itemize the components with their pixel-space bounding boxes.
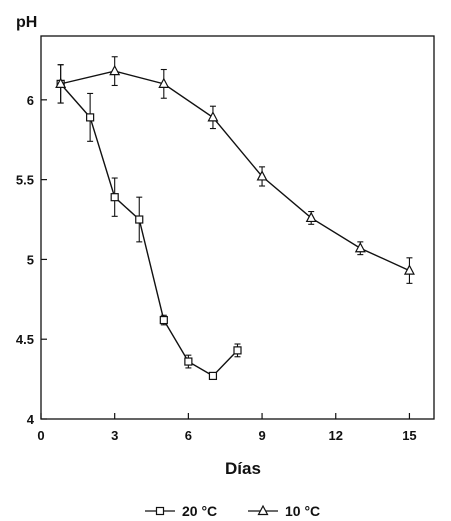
data-point: [158, 77, 170, 88]
data-point: [184, 357, 193, 366]
x-axis-label: Días: [225, 459, 261, 478]
axes: 0 3 6 9 12 15 4 4.5 5 5.5 6: [16, 93, 417, 443]
data-point: [159, 315, 168, 325]
data-point: [135, 215, 144, 224]
y-tick-label: 6: [27, 93, 34, 108]
series-layer: [55, 56, 415, 381]
y-tick-label: 5: [27, 252, 34, 267]
data-point: [354, 241, 366, 253]
data-point: [208, 371, 218, 381]
data-point: [403, 264, 415, 275]
legend-label: 10 °C: [285, 503, 320, 519]
legend-item: 20 °C: [145, 503, 217, 519]
data-point: [109, 64, 121, 76]
y-tick-label: 4.5: [16, 332, 34, 347]
x-tick-label: 9: [258, 428, 265, 443]
plot-frame: [40, 35, 435, 420]
legend-marker: [155, 506, 165, 516]
x-tick-label: 15: [402, 428, 416, 443]
data-point: [110, 193, 119, 202]
x-tick-label: 0: [37, 428, 44, 443]
legend-marker: [257, 504, 269, 516]
x-tick-label: 6: [185, 428, 192, 443]
series-line: [60, 83, 239, 377]
x-tick-label: 3: [111, 428, 118, 443]
legend-label: 20 °C: [182, 503, 217, 519]
data-point: [86, 113, 95, 122]
x-tick-label: 12: [329, 428, 343, 443]
series-line: [60, 70, 410, 272]
y-tick-label: 5.5: [16, 173, 34, 188]
legend: 20 °C 10 °C: [145, 503, 320, 519]
data-point: [55, 77, 67, 88]
series-10c: [55, 56, 415, 284]
data-point: [233, 346, 242, 355]
y-axis-label: pH: [16, 14, 37, 31]
data-point: [207, 111, 219, 122]
data-point: [256, 170, 268, 181]
y-tick-label: 4: [27, 412, 35, 427]
data-point: [305, 211, 317, 223]
legend-item: 10 °C: [248, 503, 320, 519]
